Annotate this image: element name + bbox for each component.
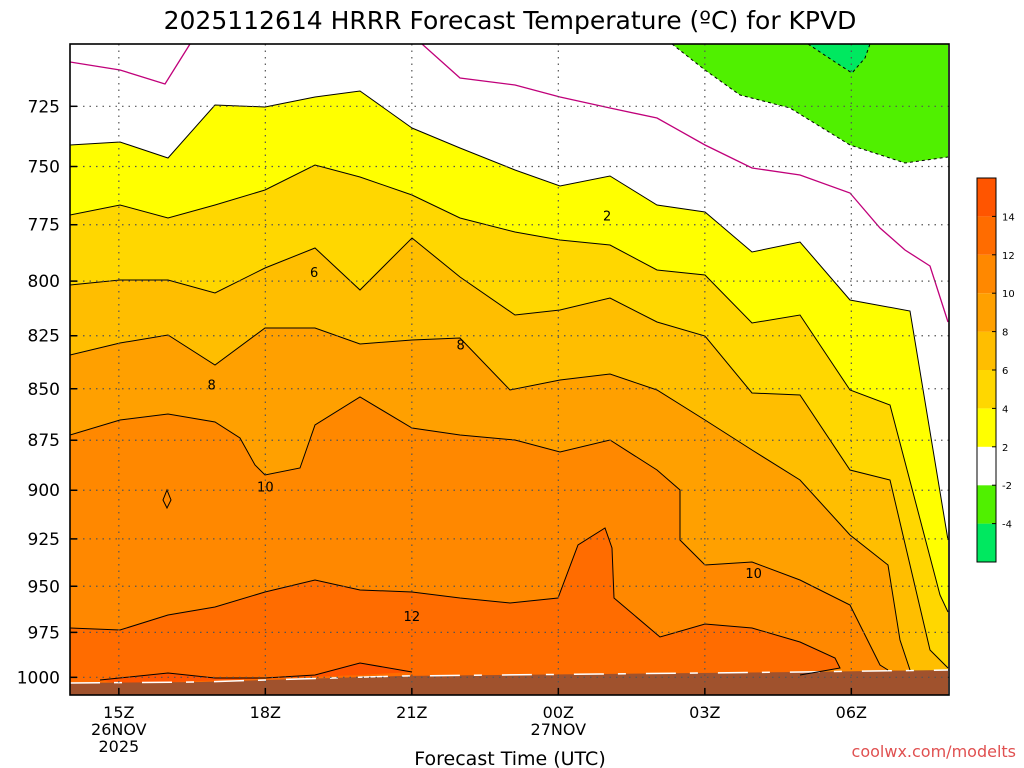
y-tick-label: 975 [28, 623, 60, 643]
colorbar-swatch [977, 370, 996, 409]
band-12-to-14 [70, 528, 840, 690]
contour-8 [70, 327, 911, 671]
colorbar-tick-label: 12 [1002, 251, 1015, 262]
ground-surface [70, 670, 948, 695]
y-tick-label: 825 [28, 327, 60, 347]
x-tick-label: 15Z [103, 703, 134, 722]
contour-10 [70, 396, 889, 671]
colorbar-swatch [977, 523, 996, 562]
y-tick-label: 750 [28, 158, 60, 178]
y-tick-label: 875 [28, 431, 60, 451]
colorbar-swatch [977, 254, 996, 294]
colorbar-tick-label: -4 [1002, 520, 1012, 531]
y-tick-label: 950 [28, 577, 60, 597]
contour-label: 2 [603, 210, 611, 225]
y-tick-label: 1000 [17, 668, 60, 688]
colorbar-tick-label: 14 [1002, 212, 1015, 223]
plot-frame [69, 43, 950, 696]
colorbar-tick-label: 10 [1002, 289, 1015, 300]
colorbar-swatch [977, 331, 996, 370]
band-14-to-16 [100, 663, 412, 684]
grid-lines [70, 44, 949, 695]
colorbar-swatch [977, 485, 996, 524]
x-tick-label: 21Z [396, 703, 427, 722]
x-tick-label: 27NOV [531, 720, 587, 739]
colorbar-tick-label: 8 [1002, 328, 1008, 339]
colorbar-swatch [977, 293, 996, 332]
contour-label: 8 [457, 338, 465, 353]
chart-title: 2025112614 HRRR Forecast Temperature (ºC… [164, 6, 857, 35]
colorbar-swatch [977, 408, 996, 447]
contour-labels: 2 6 8 8 10 10 12 [207, 210, 762, 625]
x-tick-label: 00Z [543, 703, 574, 722]
x-axis-label: Forecast Time (UTC) [414, 748, 605, 768]
colorbar-tick-label: 4 [1002, 404, 1008, 415]
y-tick-label: 725 [28, 97, 60, 117]
source-credit: coolwx.com/modelts [852, 742, 1016, 761]
colorbar-swatch [977, 446, 996, 486]
contour-14 [99, 662, 413, 681]
cold-region-below-minus-2 [672, 44, 948, 163]
contour-0-left [70, 44, 191, 85]
contour-2 [70, 90, 949, 541]
contour-0-right [421, 44, 949, 323]
x-tick-label: 18Z [250, 703, 281, 722]
x-tick-label: 06Z [836, 703, 867, 722]
y-tick-label: 775 [28, 216, 60, 236]
y-tick-label: 900 [28, 481, 60, 501]
colorbar-tick-label: 2 [1002, 443, 1008, 454]
x-tick-label: 2025 [98, 737, 139, 756]
y-axis: 725 750 775 800 825 850 875 900 925 950 975 1000 [17, 97, 77, 688]
cold-region-below-minus-4 [808, 44, 870, 73]
contour-label: 12 [404, 610, 421, 625]
contour-label: 10 [257, 480, 274, 495]
contour-label: 6 [310, 266, 318, 281]
contour-4 [70, 164, 949, 613]
contour-6 [70, 237, 949, 669]
colorbar-swatch [977, 178, 996, 217]
y-tick-label: 800 [28, 272, 60, 292]
colorbar-swatch [977, 216, 996, 255]
contour-label: 10 [745, 567, 762, 582]
colorbar-tick-label: -2 [1002, 481, 1012, 492]
contour-12 [70, 527, 841, 676]
x-tick-label: 26NOV [91, 720, 147, 739]
colorbar: -4 -2 2 4 6 8 10 12 14 [976, 177, 1015, 563]
y-tick-label: 925 [28, 530, 60, 550]
x-tick-label: 03Z [689, 703, 720, 722]
contour-10-island [162, 488, 172, 510]
y-tick-label: 850 [28, 380, 60, 400]
colorbar-tick-label: 6 [1002, 366, 1008, 377]
contour-label: 8 [207, 379, 215, 394]
plot-area [70, 44, 949, 695]
